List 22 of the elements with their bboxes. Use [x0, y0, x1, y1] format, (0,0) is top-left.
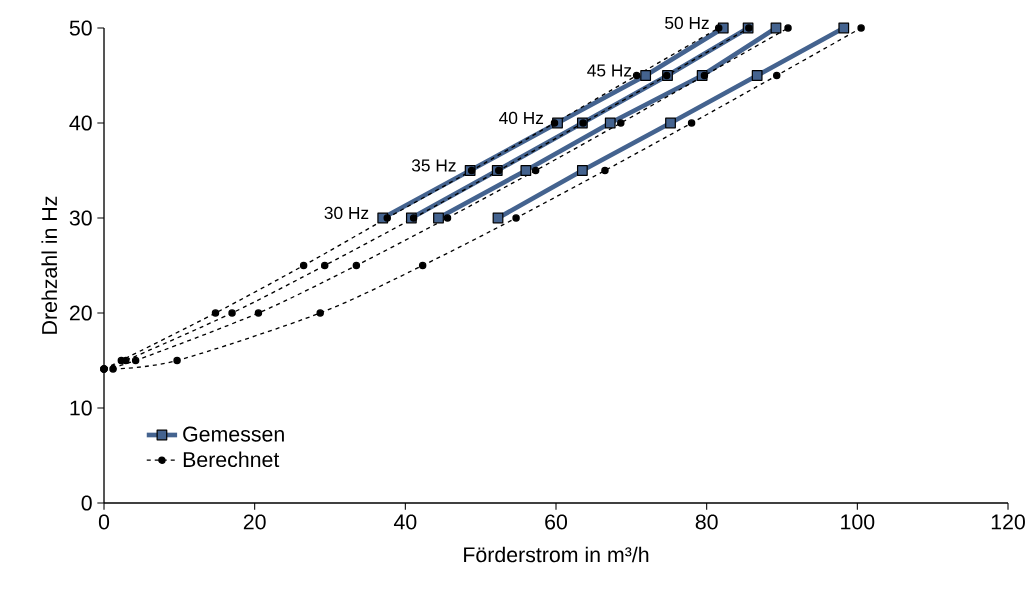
x-tick-label: 0: [98, 514, 110, 530]
x-tick-label: 120: [991, 514, 1025, 530]
y-axis-title: Drehzahl in Hz: [41, 196, 58, 334]
x-tick-label: 60: [545, 514, 568, 530]
annotation: 35 Hz: [411, 159, 456, 172]
annotation: 50 Hz: [665, 16, 709, 30]
y-tick-label: 50: [69, 20, 92, 36]
legend-label: Gemessen: [183, 426, 284, 442]
x-axis-title: Förderstrom in m³/h: [464, 546, 649, 563]
y-tick-label: 10: [70, 400, 92, 416]
y-tick-label: 40: [69, 115, 92, 131]
legend-label: Berechnet: [183, 451, 280, 468]
y-tick-label: 20: [69, 305, 92, 321]
x-tick-label: 100: [841, 514, 875, 530]
y-tick-label: 0: [81, 495, 92, 511]
annotation: 30 Hz: [324, 206, 369, 220]
x-tick-label: 80: [695, 514, 718, 530]
annotation: 40 Hz: [499, 111, 544, 125]
y-tick-label: 30: [69, 210, 92, 226]
x-tick-label: 20: [243, 514, 266, 530]
x-tick-label: 40: [393, 514, 417, 530]
annotation: 45 Hz: [587, 64, 632, 77]
